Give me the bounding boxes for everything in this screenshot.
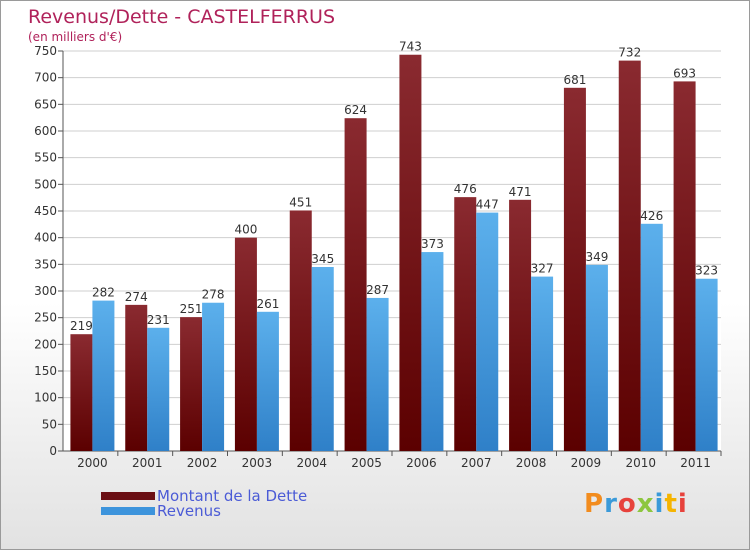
y-tick-label: 50 [42,417,57,431]
data-label: 693 [673,66,696,80]
revenue-bar [640,223,663,451]
revenue-bar [202,302,225,451]
y-tick-label: 600 [34,124,57,138]
data-label: 287 [366,283,389,297]
data-label: 323 [695,264,718,278]
revenue-bar [531,276,554,451]
proxiti-logo: Proxiti [584,489,688,519]
y-tick-label: 650 [34,97,57,111]
data-label: 476 [454,182,477,196]
data-label: 471 [509,185,532,199]
x-tick-label: 2001 [132,456,163,470]
y-tick-label: 150 [34,364,57,378]
logo-letter: r [604,489,618,519]
data-label: 219 [70,319,93,333]
logo-letter: i [677,489,688,519]
data-label: 373 [421,237,444,251]
y-tick-label: 400 [34,231,57,245]
legend-swatch-debt [101,492,155,500]
data-label: 327 [531,262,554,276]
data-label: 624 [344,103,367,117]
chart-title: Revenus/Dette - CASTELFERRUS [28,6,336,28]
revenue-bar [147,327,170,451]
data-label: 278 [202,288,225,302]
data-label: 282 [92,286,115,300]
debt-bar [618,60,641,451]
data-label: 261 [256,297,279,311]
x-tick-label: 2006 [406,456,437,470]
revenue-bar [311,267,334,451]
revenue-bar [476,212,499,451]
x-tick-label: 2005 [351,456,382,470]
data-label: 400 [234,223,257,237]
x-tick-label: 2007 [461,456,492,470]
legend-item-debt: Montant de la Dette [101,487,307,505]
data-label: 349 [585,250,608,264]
y-tick-label: 300 [34,284,57,298]
x-tick-label: 2008 [516,456,547,470]
logo-letter: x [636,489,655,519]
logo-letter: t [664,489,678,519]
x-tick-label: 2003 [242,456,273,470]
y-tick-label: 750 [34,44,57,58]
revenue-bar [585,264,608,451]
y-tick-label: 550 [34,151,57,165]
revenue-bar [256,311,279,451]
logo-letter: o [617,489,637,519]
data-label: 743 [399,40,422,54]
y-tick-label: 350 [34,257,57,271]
data-label: 251 [180,302,203,316]
data-label: 451 [289,195,312,209]
x-tick-label: 2009 [571,456,602,470]
y-tick-label: 200 [34,337,57,351]
debt-bar [673,81,696,452]
x-tick-label: 2000 [77,456,108,470]
debt-bar [180,317,203,451]
logo-letter: i [654,489,665,519]
y-tick-label: 700 [34,71,57,85]
debt-bar [509,199,532,451]
x-tick-label: 2011 [680,456,711,470]
revenue-bar [421,252,444,451]
revenue-bar [366,297,389,451]
legend-item-revenue: Revenus [101,502,221,520]
debt-bar [454,197,477,451]
data-label: 426 [640,209,663,223]
data-label: 447 [476,198,499,212]
legend-label-revenue: Revenus [157,502,221,520]
data-label: 231 [147,313,170,327]
revenue-bar [92,300,115,451]
debt-bar [563,87,586,452]
legend-swatch-revenue [101,507,155,515]
debt-bar [344,118,367,451]
y-tick-label: 250 [34,311,57,325]
logo-letter: P [584,489,605,519]
data-label: 732 [618,46,641,60]
y-tick-label: 500 [34,177,57,191]
plot-area [63,51,721,451]
debt-bar [289,210,312,451]
revenue-bar [695,278,718,451]
data-label: 345 [311,252,334,266]
data-label: 274 [125,290,148,304]
debt-bar [399,54,422,451]
debt-bar [125,304,148,451]
y-tick-label: 450 [34,204,57,218]
y-tick-label: 0 [49,444,57,458]
x-tick-label: 2004 [296,456,327,470]
data-label: 681 [563,73,586,87]
legend-label-debt: Montant de la Dette [157,487,308,505]
chart-subtitle: (en milliers d'€) [28,30,123,44]
x-tick-label: 2010 [625,456,656,470]
x-tick-label: 2002 [187,456,218,470]
y-tick-label: 100 [34,391,57,405]
debt-bar [234,237,257,451]
debt-bar [70,334,93,451]
